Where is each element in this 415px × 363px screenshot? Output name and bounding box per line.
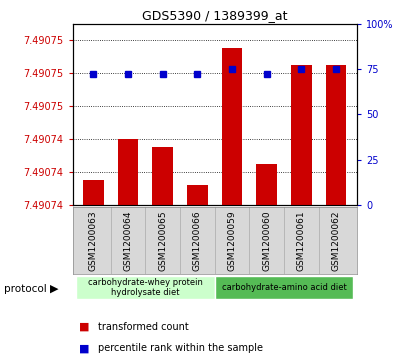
- Text: GSM1200060: GSM1200060: [262, 210, 271, 271]
- Text: carbohydrate-whey protein
hydrolysate diet: carbohydrate-whey protein hydrolysate di…: [88, 278, 203, 297]
- Text: carbohydrate-amino acid diet: carbohydrate-amino acid diet: [222, 283, 347, 292]
- Bar: [291, 65, 312, 205]
- Text: GSM1200063: GSM1200063: [89, 210, 98, 271]
- Text: protocol: protocol: [4, 284, 47, 294]
- Text: ▶: ▶: [50, 284, 58, 294]
- Text: GSM1200066: GSM1200066: [193, 210, 202, 271]
- Text: ■: ■: [79, 322, 89, 332]
- Text: transformed count: transformed count: [98, 322, 188, 332]
- Text: GSM1200059: GSM1200059: [227, 210, 237, 271]
- Text: GSM1200064: GSM1200064: [124, 210, 133, 271]
- Text: ■: ■: [79, 343, 89, 354]
- Title: GDS5390 / 1389399_at: GDS5390 / 1389399_at: [142, 9, 288, 23]
- Bar: [152, 147, 173, 205]
- Bar: [83, 180, 104, 205]
- Text: GSM1200065: GSM1200065: [158, 210, 167, 271]
- Bar: [76, 276, 215, 299]
- Bar: [187, 185, 208, 205]
- Bar: [326, 65, 347, 205]
- Text: GSM1200062: GSM1200062: [332, 210, 341, 271]
- Bar: [118, 139, 139, 205]
- Bar: [256, 164, 277, 205]
- Bar: [215, 276, 354, 299]
- Text: GSM1200061: GSM1200061: [297, 210, 306, 271]
- Text: percentile rank within the sample: percentile rank within the sample: [98, 343, 263, 354]
- Bar: [222, 48, 242, 205]
